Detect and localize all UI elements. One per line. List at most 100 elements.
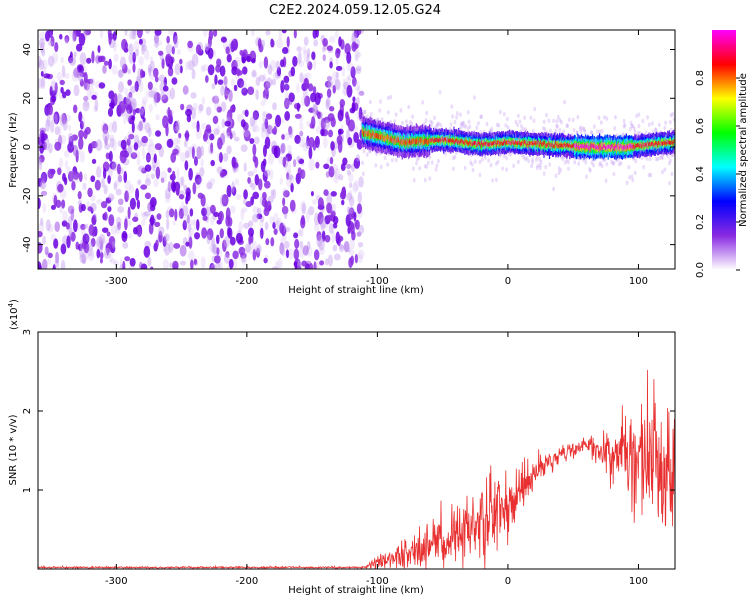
noise-blob	[131, 115, 136, 121]
noise-blob	[47, 168, 54, 179]
noise-blob	[71, 180, 76, 191]
ridge-cell	[446, 138, 448, 143]
ridge-halo	[365, 114, 369, 119]
ridge-cell	[366, 131, 368, 137]
noise-blob	[126, 93, 134, 100]
noise-blob	[295, 172, 301, 185]
noise-blob	[81, 257, 86, 265]
noise-blob	[270, 237, 275, 247]
ridge-halo	[663, 167, 667, 172]
ridge-cell	[432, 138, 435, 143]
noise-blob	[217, 79, 224, 85]
ridge-cell	[414, 139, 417, 145]
noise-blob	[338, 244, 345, 250]
noise-blob	[304, 72, 312, 80]
noise-blob	[344, 43, 351, 55]
ridge-halo	[368, 147, 371, 152]
ridge-cell	[463, 140, 465, 145]
noise-blob	[312, 103, 319, 114]
ridge-halo	[661, 169, 664, 175]
noise-blob	[318, 115, 324, 128]
ridge-halo	[502, 153, 506, 159]
noise-blob	[354, 253, 358, 264]
noise-blob	[126, 191, 131, 200]
ridge-halo	[429, 119, 433, 124]
noise-blob	[80, 226, 86, 237]
noise-blob	[167, 181, 172, 192]
noise-blob	[312, 198, 317, 205]
ridge-halo	[661, 155, 664, 161]
noise-blob	[127, 206, 131, 220]
noise-blob	[149, 60, 155, 72]
ridge-halo	[404, 119, 408, 124]
ridge-cell	[393, 136, 396, 142]
ridge-halo	[668, 119, 672, 125]
ridge-cell	[499, 140, 501, 145]
noise-blob	[182, 85, 189, 95]
ridge-halo	[459, 126, 462, 131]
noise-blob	[88, 241, 93, 253]
ridge-halo	[599, 120, 603, 125]
noise-blob	[124, 98, 132, 112]
noise-blob	[134, 80, 139, 92]
noise-blob	[117, 221, 121, 231]
noise-blob	[122, 63, 128, 74]
noise-blob	[262, 110, 266, 123]
noise-blob	[55, 251, 59, 264]
noise-blob	[224, 85, 228, 95]
ridge-cell	[476, 141, 479, 146]
noise-blob	[159, 92, 166, 100]
ridge-halo	[477, 121, 480, 126]
ridge-halo	[428, 155, 432, 160]
noise-blob	[152, 67, 159, 78]
noise-blob	[294, 265, 302, 269]
ridge-halo	[649, 172, 653, 178]
noise-blob	[161, 58, 165, 69]
ridge-cell	[367, 130, 369, 137]
noise-blob	[200, 122, 207, 130]
noise-blob	[112, 138, 117, 152]
ridge-halo	[361, 171, 365, 176]
noise-blob	[77, 200, 83, 206]
noise-blob	[269, 216, 275, 225]
noise-blob	[247, 86, 255, 96]
spectrogram-noise	[38, 30, 365, 269]
ridge-cell	[455, 137, 457, 142]
noise-blob	[185, 191, 191, 202]
noise-blob	[308, 263, 314, 269]
noise-blob	[356, 203, 362, 214]
noise-blob	[124, 87, 128, 96]
noise-blob	[102, 129, 110, 143]
noise-blob	[79, 52, 87, 66]
noise-blob	[83, 95, 89, 102]
noise-blob	[234, 178, 240, 186]
ridge-halo	[567, 166, 570, 171]
ridge-cell	[425, 138, 428, 144]
noise-blob	[315, 109, 319, 116]
noise-blob	[113, 260, 119, 267]
ridge-cell	[379, 133, 381, 140]
ridge-cell	[458, 141, 461, 145]
ridge-halo	[462, 120, 465, 126]
noise-blob	[88, 247, 95, 258]
ridge-cell	[374, 133, 376, 139]
noise-blob	[52, 264, 56, 269]
ridge-halo	[583, 129, 587, 134]
noise-blob	[50, 81, 58, 94]
noise-blob	[251, 71, 258, 79]
noise-blob	[111, 64, 118, 75]
noise-blob	[124, 30, 128, 37]
noise-blob	[252, 213, 259, 223]
noise-blob	[184, 130, 190, 142]
noise-blob	[135, 49, 140, 57]
noise-blob	[126, 138, 131, 146]
noise-blob	[72, 219, 78, 233]
ridge-cell	[402, 138, 404, 144]
ridge-cell	[375, 132, 378, 139]
noise-blob	[261, 197, 268, 208]
ridge-cell	[484, 142, 486, 147]
noise-blob	[38, 242, 43, 254]
ridge-halo	[386, 162, 389, 167]
noise-blob	[155, 166, 161, 180]
noise-blob	[166, 138, 174, 149]
